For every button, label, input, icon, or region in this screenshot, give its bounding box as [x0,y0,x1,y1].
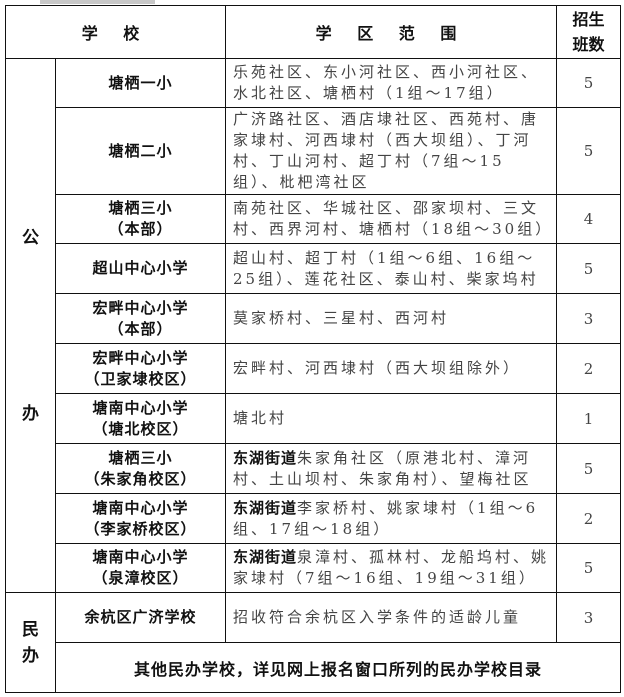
district-range: 招收符合余杭区入学条件的适龄儿童 [225,592,558,643]
range-text: 塘北村 [233,409,288,427]
table-row: 塘南中心小学 （李家桥校区） 东湖街道李家桥村、姚家埭村（1组～6组、17组～18组… [6,493,622,544]
class-count: 1 [556,393,622,444]
district-range: 超山村、超丁村（1组～6组、16组～25组）、莲花社区、泰山村、柴家坞村 [225,243,558,294]
school-name: 宏畔中心小学 （本部） [54,293,227,344]
table-row: 塘南中心小学 （泉漳校区） 东湖街道泉漳村、孤林村、龙船坞村、姚家埭村（7组～16组… [6,543,622,593]
school-name-line: 宏畔中心小学 [92,348,189,367]
district-range: 东湖街道泉漳村、孤林村、龙船坞村、姚家埭村（7组～16组、19组～31组） [225,543,558,593]
street-name: 东湖街道 [233,548,298,566]
table-row: 其他民办学校，详见网上报名窗口所列的民办学校目录 [6,642,622,693]
table-row: 塘栖三小 （本部） 南苑社区、华城社区、邵家坝村、三文村、西界河村、塘栖村（18组～… [6,194,622,244]
range-text: 乐苑社区、东小河社区、西小河社区、水北社区、塘栖村（1组～17组） [233,63,540,102]
class-count: 5 [556,58,622,108]
school-name-line: （塘北校区） [92,419,189,438]
table-row: 塘栖三小 （朱家角校区） 东湖街道朱家角社区（原港北村、漳河村、土山坝村、朱家角村）… [6,443,622,494]
private-schools-note: 其他民办学校，详见网上报名窗口所列的民办学校目录 [54,642,622,693]
school-name-line: 超山中心小学 [92,259,189,277]
school-name: 超山中心小学 [54,243,227,294]
school-name: 塘栖二小 [54,107,227,195]
class-count: 2 [556,343,622,394]
category-char: 办 [22,403,39,424]
table-row: 民办 余杭区广济学校 招收符合余杭区入学条件的适龄儿童 3 [5,592,622,693]
table-header-row: 学 校 学 区 范 围 招生 班数 [4,5,622,59]
scrollbar-artifact [40,0,155,4]
range-text: 李家桥村、姚家埭村（1组～6组、17组～18组） [233,498,539,538]
school-name-line: （泉漳校区） [92,569,189,587]
range-text: 莫家桥村、三星村、西河村 [233,309,450,327]
school-name: 塘栖三小 （本部） [54,194,227,244]
range-text: 泉漳村、孤林村、龙船坞村、姚家埭村（7组～16组、19组～31组） [233,548,550,587]
street-name: 东湖街道 [233,498,298,517]
header-count-line: 班数 [572,35,605,54]
class-count: 3 [556,592,622,643]
table-row: 公办塘栖一小 乐苑社区、东小河社区、西小河社区、水北社区、塘栖村（1组～17组） 5 [5,58,622,593]
school-name-line: 塘栖三小 [108,448,173,467]
header-count: 招生 班数 [556,5,622,59]
school-name-line: （卫家埭校区） [84,369,197,388]
header-count-line: 招生 [572,10,605,29]
school-name: 宏畔中心小学 （卫家埭校区） [54,343,227,394]
header-range: 学 区 范 围 [225,5,558,59]
school-district-table: 学 校 学 区 范 围 招生 班数 公办塘栖一小 乐苑社区、东小河社区、西小河社区… [4,5,622,693]
table-row: 超山中心小学 超山村、超丁村（1组～6组、16组～25组）、莲花社区、泰山村、柴家… [6,243,622,294]
school-name-line: 塘南中心小学 [92,498,189,517]
school-name-line: 塘栖三小 [108,199,173,217]
category-private: 民办 [5,592,56,693]
table-row: 宏畔中心小学 （卫家埭校区） 宏畔村、河西埭村（西大坝组除外） 2 [6,343,622,394]
school-name: 塘栖一小 [54,58,227,108]
school-name-line: （朱家角校区） [84,469,197,488]
district-range: 东湖街道朱家角社区（原港北村、漳河村、土山坝村、朱家角村）、望梅社区 [225,443,558,494]
class-count: 5 [556,107,622,195]
class-count: 4 [556,194,622,244]
school-name-line: （本部） [108,220,173,238]
range-text: 广济路社区、酒店埭社区、西苑村、唐家埭村、河西埭村（西大坝组）、丁河村、丁山河村… [233,110,540,191]
district-range: 莫家桥村、三星村、西河村 [225,293,558,344]
school-name: 塘栖三小 （朱家角校区） [54,443,227,494]
school-name-line: 宏畔中心小学 [92,298,189,317]
school-name-line: 塘栖一小 [108,73,173,92]
district-range: 广济路社区、酒店埭社区、西苑村、唐家埭村、河西埭村（西大坝组）、丁河村、丁山河村… [225,107,558,195]
range-text: 宏畔村、河西埭村（西大坝组除外） [233,359,522,377]
category-char: 办 [22,645,39,666]
range-text: 超山村、超丁村（1组～6组、16组～25组）、莲花社区、泰山村、柴家坞村 [233,248,539,288]
category-char: 公 [22,227,39,248]
school-name: 塘南中心小学 （塘北校区） [54,393,227,444]
street-name: 东湖街道 [233,448,298,467]
range-text: 朱家角社区（原港北村、漳河村、土山坝村、朱家角村）、望梅社区 [233,448,532,488]
table-row: 塘栖二小 广济路社区、酒店埭社区、西苑村、唐家埭村、河西埭村（西大坝组）、丁河村、… [6,107,622,195]
school-name-line: （李家桥校区） [84,519,197,538]
category-char: 民 [22,619,39,640]
school-name-line: （本部） [108,319,173,338]
school-name-line: 塘栖二小 [108,141,173,160]
district-range: 东湖街道李家桥村、姚家埭村（1组～6组、17组～18组） [225,493,558,544]
class-count: 3 [556,293,622,344]
class-count: 5 [556,543,622,593]
table-row: 塘南中心小学 （塘北校区） 塘北村 1 [6,393,622,444]
district-range: 乐苑社区、东小河社区、西小河社区、水北社区、塘栖村（1组～17组） [225,58,558,108]
school-name: 塘南中心小学 （李家桥校区） [54,493,227,544]
class-count: 5 [556,243,622,294]
school-name-line: 塘南中心小学 [92,548,189,566]
table-row: 宏畔中心小学 （本部） 莫家桥村、三星村、西河村 3 [6,293,622,344]
header-school: 学 校 [4,5,227,59]
school-name: 塘南中心小学 （泉漳校区） [54,543,227,593]
school-name: 余杭区广济学校 [54,592,227,643]
class-count: 5 [556,443,622,494]
category-public: 公办 [5,58,56,593]
school-name-line: 塘南中心小学 [92,398,189,417]
district-range: 宏畔村、河西埭村（西大坝组除外） [225,343,558,394]
district-range: 南苑社区、华城社区、邵家坝村、三文村、西界河村、塘栖村（18组～30组） [225,194,558,244]
district-range: 塘北村 [225,393,558,444]
range-text: 南苑社区、华城社区、邵家坝村、三文村、西界河村、塘栖村（18组～30组） [233,199,554,238]
class-count: 2 [556,493,622,544]
